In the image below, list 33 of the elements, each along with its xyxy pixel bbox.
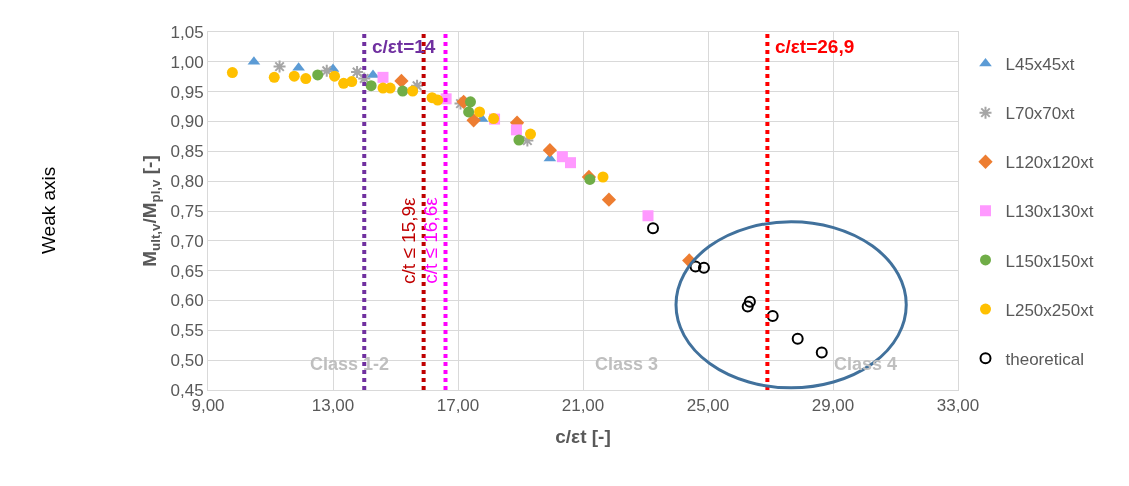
legend-label: L70x70xt (1005, 104, 1075, 124)
y-tick-label: 1,05 (170, 22, 204, 42)
y-tick-label: 0,95 (170, 82, 204, 102)
x-tick-label: 13,00 (311, 396, 355, 416)
ref-line-label: c/εt=26,9 (775, 36, 855, 57)
x-tick-label: 25,00 (686, 396, 730, 416)
y-tick-label: 1,00 (170, 52, 204, 72)
legend-label: L130x130xt (1005, 202, 1094, 222)
y-tick-label: 0,90 (170, 112, 204, 132)
y-tick-label: 0,60 (170, 291, 204, 311)
y-tick-label: 0,55 (170, 321, 204, 341)
ref-line-label: c/t ≤ 15,9ε (398, 196, 420, 284)
ref-line-label: c/εt=14 (372, 36, 436, 57)
legend-label: L120x120xt (1005, 153, 1094, 173)
y-tick-label: 0,50 (170, 351, 204, 371)
x-tick-label: 21,00 (561, 396, 605, 416)
y-tick-label: 0,70 (170, 231, 204, 251)
y-tick-label: 0,80 (170, 172, 204, 192)
y-tick-label: 0,65 (170, 261, 204, 281)
annotation: Class 3 (595, 354, 659, 374)
legend-label: theoretical (1005, 349, 1084, 369)
annotation: Class 1-2 (310, 354, 390, 374)
legend-label: L45x45xt (1005, 55, 1075, 75)
y-tick-label: 0,75 (170, 201, 204, 221)
text: Weak axis (38, 166, 59, 254)
x-axis-title: c/εt [-] (555, 426, 611, 448)
x-tick-label: 33,00 (936, 396, 980, 416)
x-tick-label: 29,00 (811, 396, 855, 416)
ref-line-label: c/t ≤ 16,6ε (420, 196, 442, 284)
x-tick-label: 17,00 (436, 396, 480, 416)
legend-label: L150x150xt (1005, 251, 1094, 271)
legend-label: L250x250xt (1005, 300, 1094, 320)
y-tick-label: 0,85 (170, 142, 204, 162)
